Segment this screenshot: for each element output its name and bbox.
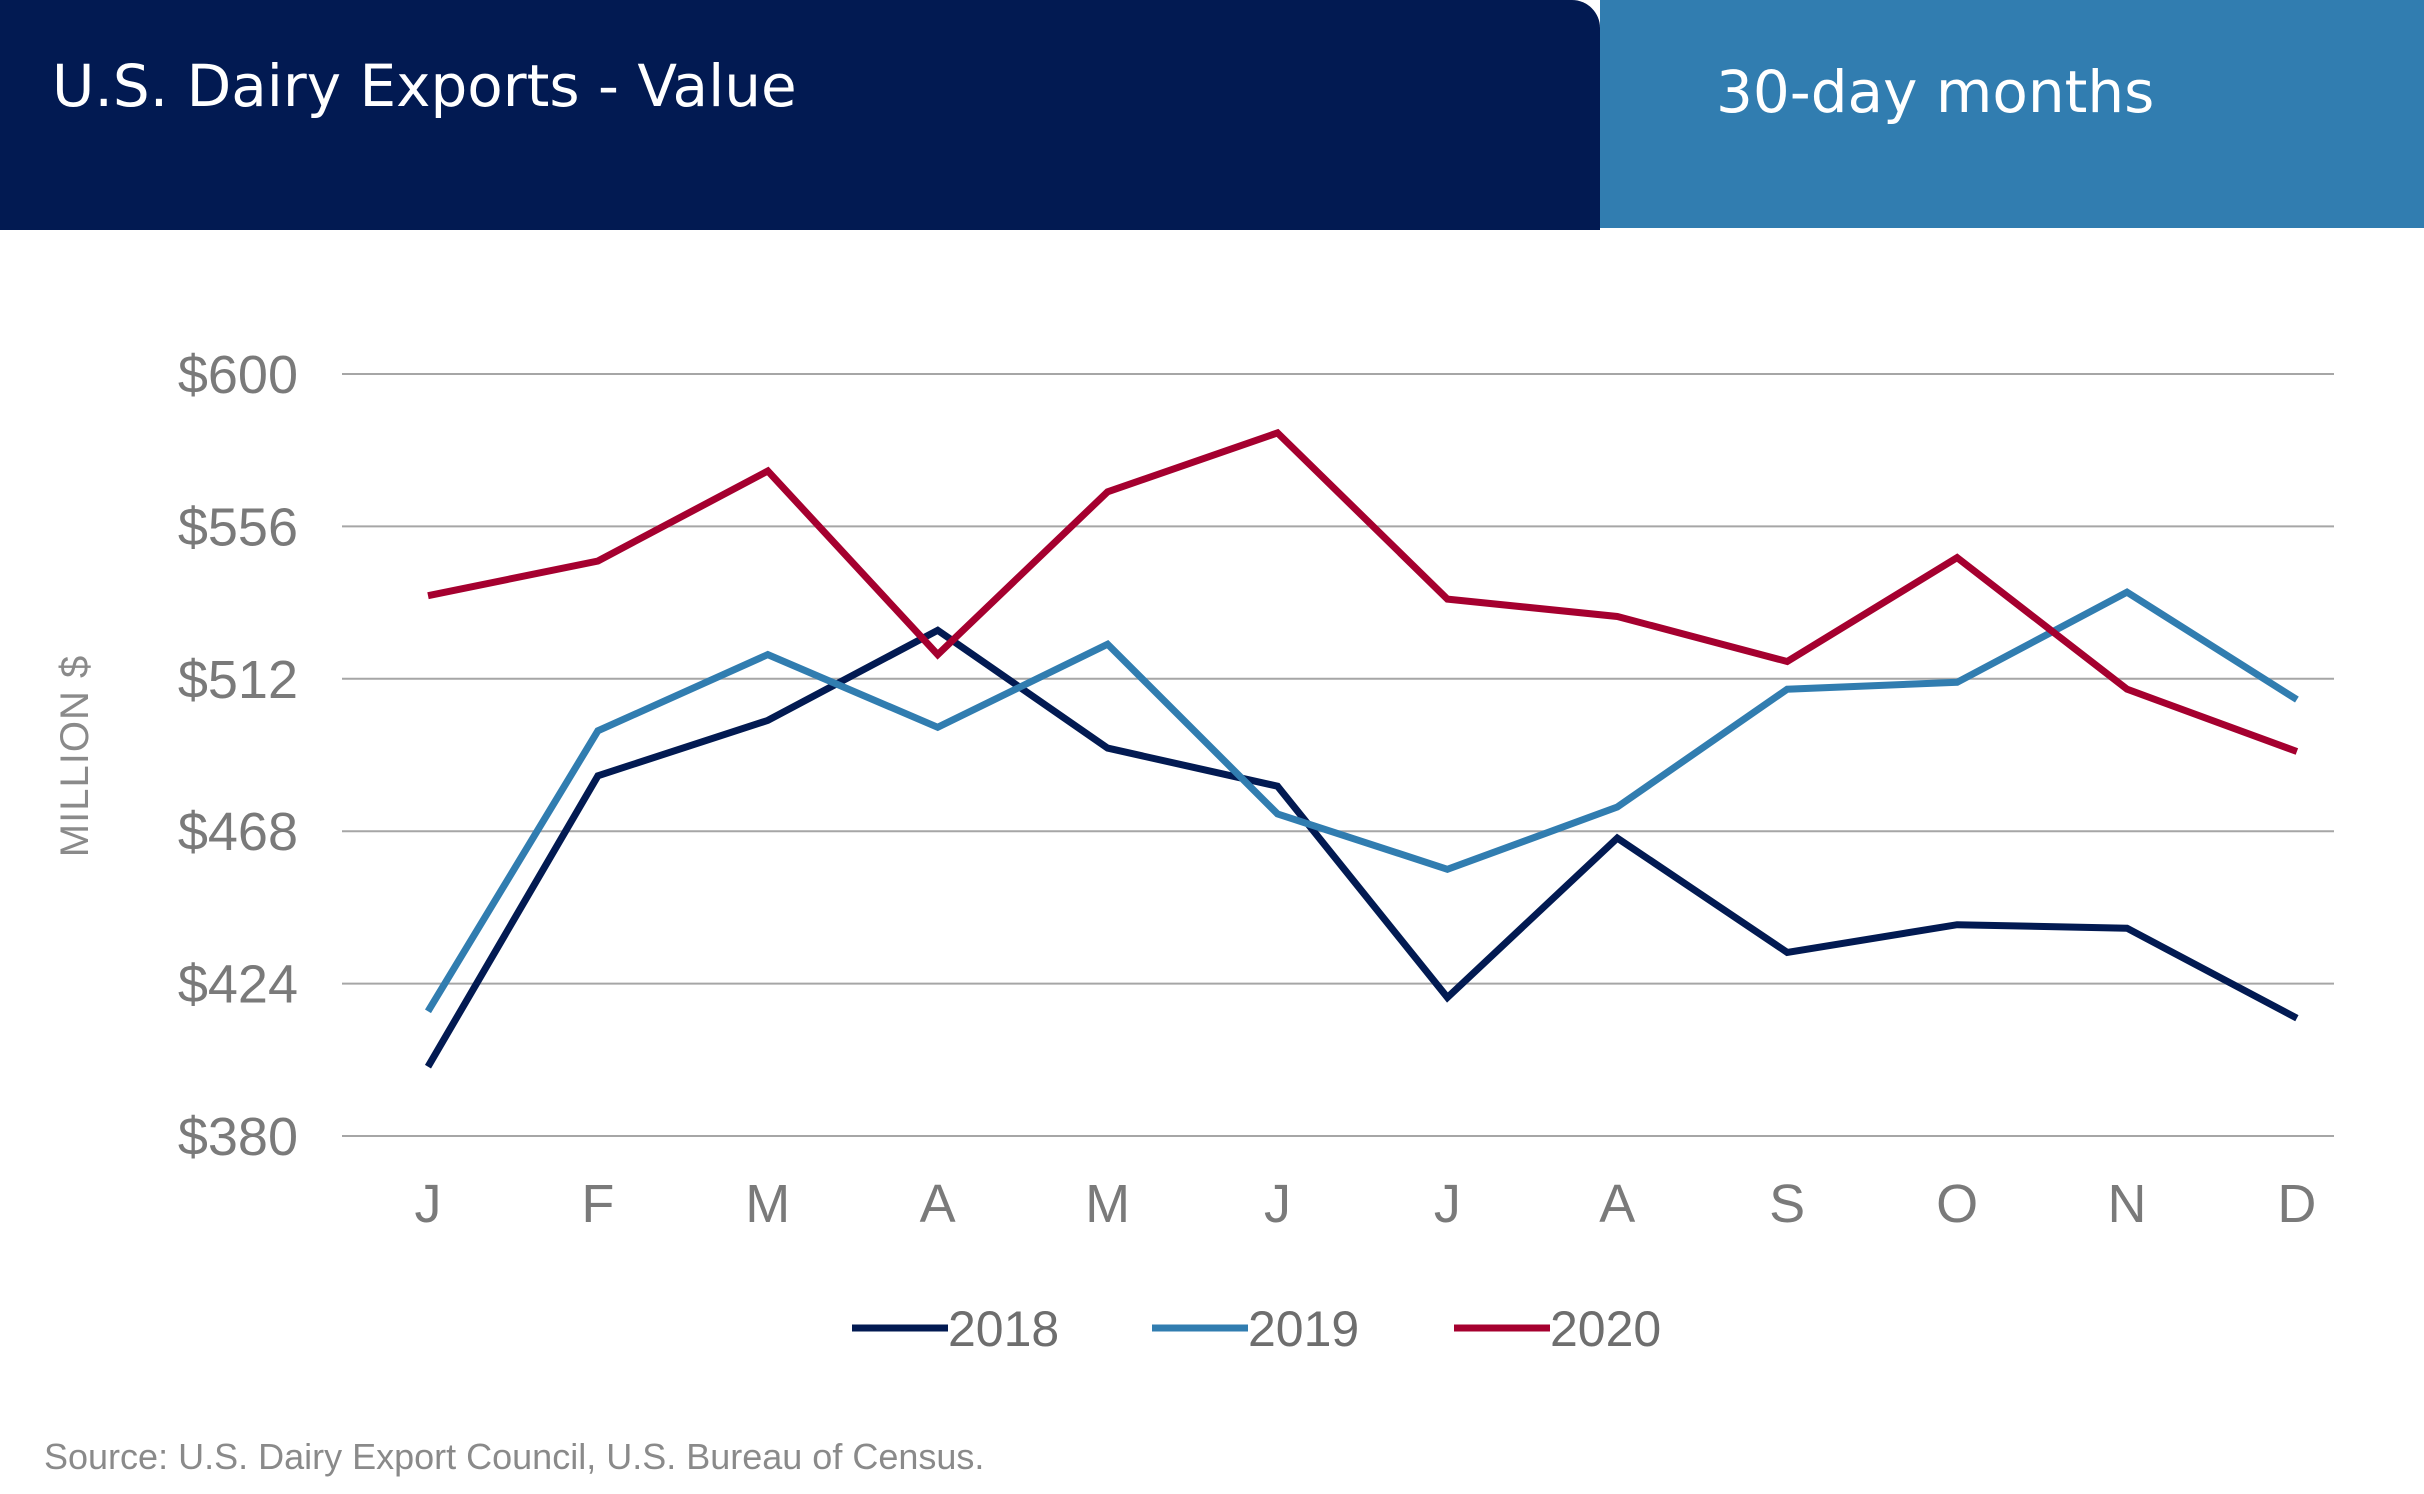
x-tick-label: J xyxy=(415,1174,442,1234)
x-tick-label: N xyxy=(2108,1174,2147,1234)
y-tick-label: $512 xyxy=(178,650,298,710)
series-line-2018 xyxy=(424,626,2299,1069)
x-tick-label: F xyxy=(581,1174,614,1234)
x-tick-label: J xyxy=(1434,1174,1461,1234)
x-tick-label: A xyxy=(920,1174,956,1234)
y-axis-label: MILLION $ xyxy=(53,655,97,857)
source-note: Source: U.S. Dairy Export Council, U.S. … xyxy=(44,1436,985,1477)
series-line-2020 xyxy=(427,428,2299,755)
header-title-bar: U.S. Dairy Exports - Value xyxy=(0,0,1600,230)
chart-title: U.S. Dairy Exports - Value xyxy=(52,52,797,120)
gridlines xyxy=(342,373,2334,1137)
chart-subtitle: 30-day months xyxy=(1716,58,2155,126)
x-tick-label: D xyxy=(2277,1174,2316,1234)
y-axis-ticks: $380 $424 $468 $512 $556 $600 xyxy=(178,345,298,1167)
y-tick-label: $424 xyxy=(178,955,298,1015)
y-tick-label: $556 xyxy=(178,497,298,557)
x-tick-label: J xyxy=(1264,1174,1291,1234)
series-line-2019 xyxy=(425,588,2299,1014)
x-tick-label: O xyxy=(1936,1174,1978,1234)
legend-label-2020: 2020 xyxy=(1550,1301,1661,1357)
header-subtitle-bar: 30-day months xyxy=(1600,0,2424,228)
y-tick-label: $380 xyxy=(178,1107,298,1167)
y-tick-label: $468 xyxy=(178,802,298,862)
x-tick-label: M xyxy=(745,1174,790,1234)
legend: 2018 2019 2020 xyxy=(852,1301,1661,1357)
y-tick-label: $600 xyxy=(178,345,298,405)
legend-label-2019: 2019 xyxy=(1248,1301,1359,1357)
legend-label-2018: 2018 xyxy=(948,1301,1059,1357)
series-lines xyxy=(424,428,2299,1069)
x-tick-label: A xyxy=(1599,1174,1635,1234)
x-tick-label: M xyxy=(1085,1174,1130,1234)
x-tick-label: S xyxy=(1769,1174,1805,1234)
